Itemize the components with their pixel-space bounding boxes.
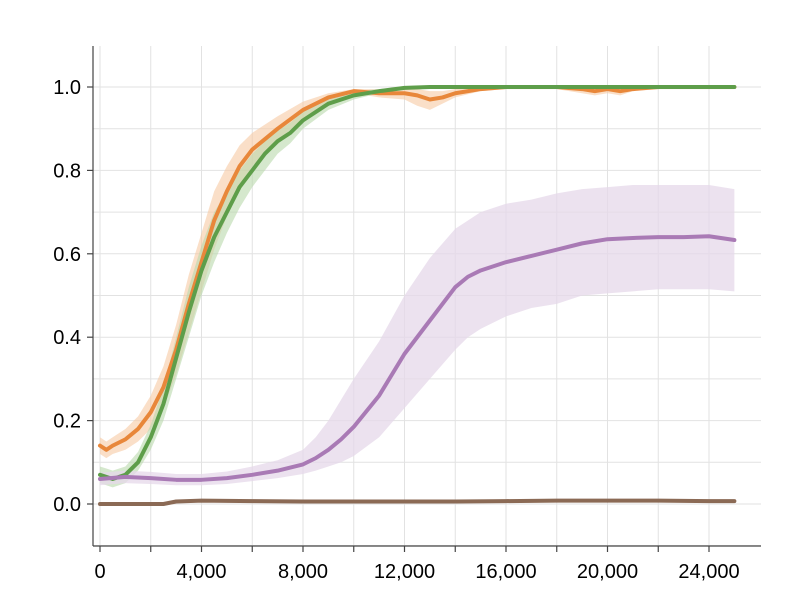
x-tick-label: 12,000 bbox=[374, 561, 435, 583]
y-tick-label: 0.6 bbox=[53, 244, 81, 266]
axes bbox=[87, 46, 761, 552]
x-tick-label: 16,000 bbox=[475, 561, 536, 583]
y-tick-label: 0.0 bbox=[53, 494, 81, 516]
x-tick-label: 20,000 bbox=[577, 561, 638, 583]
series-lines bbox=[98, 85, 737, 506]
series-1-line bbox=[98, 85, 737, 452]
x-tick-label: 0 bbox=[94, 561, 105, 583]
series-3-line bbox=[98, 234, 737, 482]
x-tick-label: 8,000 bbox=[278, 561, 328, 583]
y-tick-label: 0.4 bbox=[53, 327, 81, 349]
x-tick-label: 24,000 bbox=[678, 561, 739, 583]
series-2-line bbox=[98, 85, 737, 481]
series-4-line bbox=[98, 498, 737, 506]
tick-labels: 0.0 0.2 0.4 0.6 0.8 1.0 0 4,000 8,000 12,000 16,00… bbox=[53, 77, 739, 583]
x-tick-label: 4,000 bbox=[176, 561, 226, 583]
y-tick-label: 1.0 bbox=[53, 77, 81, 99]
y-tick-label: 0.2 bbox=[53, 411, 81, 433]
y-tick-label: 0.8 bbox=[53, 160, 81, 182]
